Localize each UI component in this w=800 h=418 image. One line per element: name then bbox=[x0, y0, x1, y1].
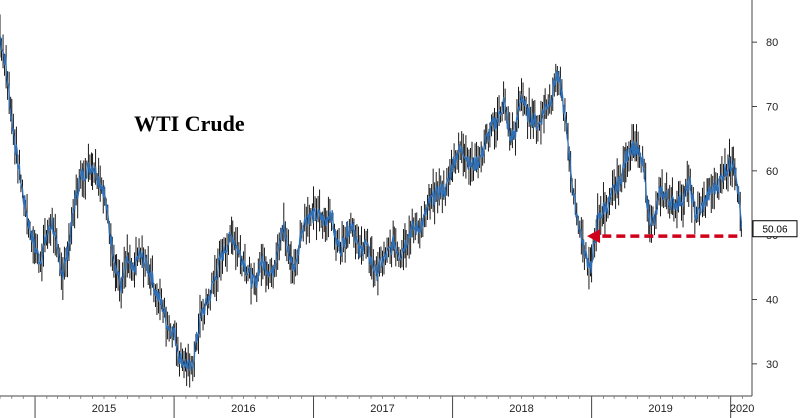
x-tick-label: 2019 bbox=[648, 403, 672, 415]
x-tick-label: 2018 bbox=[509, 403, 533, 415]
y-axis: 304050607080 bbox=[751, 0, 778, 396]
last-value-box bbox=[752, 220, 798, 238]
series-group: 50.06 bbox=[0, 35, 798, 372]
y-tick-label: 70 bbox=[766, 102, 778, 114]
x-tick-label: 2015 bbox=[92, 403, 116, 415]
y-tick-label: 80 bbox=[766, 37, 778, 49]
chart-title: WTI Crude bbox=[134, 111, 245, 136]
x-axis: 2015 2016 2017 2018 2019 2020 bbox=[0, 395, 754, 418]
price-candles bbox=[0, 14, 742, 388]
support-arrow-head bbox=[587, 229, 601, 244]
x-tick-label: 2020 bbox=[730, 403, 754, 415]
y-tick-label: 60 bbox=[766, 166, 778, 178]
last-value-label: 50.06 bbox=[762, 225, 787, 236]
x-tick-label: 2016 bbox=[231, 403, 255, 415]
y-tick-label: 30 bbox=[766, 359, 778, 371]
y-tick-label: 40 bbox=[766, 295, 778, 307]
x-tick-label: 2017 bbox=[370, 403, 394, 415]
series-line-wti bbox=[0, 35, 742, 372]
annotation-group bbox=[587, 229, 738, 244]
